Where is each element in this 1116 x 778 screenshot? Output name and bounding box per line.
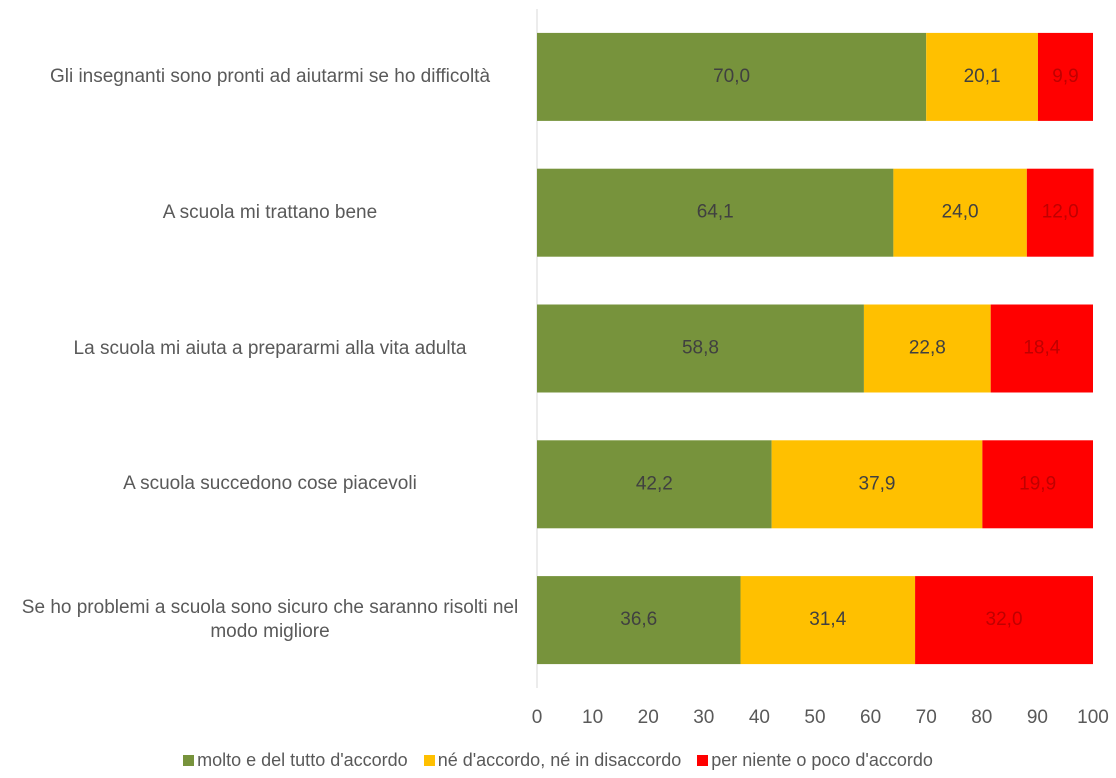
x-tick-label: 0: [532, 707, 543, 728]
category-label: Se ho problemi a scuola sono sicuro che …: [21, 597, 519, 643]
bar-segment: [1026, 168, 1094, 257]
bar-segment: [537, 168, 894, 257]
data-label: 64,1: [697, 202, 734, 223]
category-label: La scuola mi aiuta a prepararmi alla vit…: [73, 337, 467, 359]
legend-label: né d'accordo, né in disaccordo: [437, 750, 682, 770]
bar-segment: [771, 440, 983, 529]
legend-item: per niente o poco d'accordo: [697, 750, 933, 771]
bar-segment: [982, 440, 1093, 529]
data-label: 22,8: [909, 338, 946, 359]
bar-segment: [740, 576, 916, 665]
legend-item: molto e del tutto d'accordo: [183, 750, 408, 771]
data-label: 9,9: [1052, 66, 1078, 87]
legend-swatch: [183, 755, 195, 766]
category-label: A scuola succedono cose piacevoli: [123, 473, 417, 495]
x-tick-label: 100: [1077, 707, 1109, 728]
bar-segment: [1037, 32, 1093, 121]
bar-segment: [537, 304, 864, 393]
legend: molto e del tutto d'accordo né d'accordo,…: [0, 750, 1116, 771]
data-label: 12,0: [1042, 202, 1079, 223]
x-tick-label: 80: [971, 707, 992, 728]
data-label: 20,1: [964, 66, 1001, 87]
x-tick-label: 10: [582, 707, 603, 728]
data-label: 70,0: [713, 66, 750, 87]
legend-item: né d'accordo, né in disaccordo: [423, 750, 682, 771]
bar-segment: [915, 576, 1093, 665]
x-tick-label: 60: [860, 707, 881, 728]
bar-segment: [537, 440, 772, 529]
data-label: 18,4: [1023, 338, 1060, 359]
data-label: 24,0: [942, 202, 979, 223]
data-label: 36,6: [620, 609, 657, 630]
legend-label: molto e del tutto d'accordo: [197, 750, 408, 770]
data-label: 37,9: [859, 473, 896, 494]
x-tick-label: 50: [804, 707, 825, 728]
bar-segment: [537, 576, 741, 665]
x-tick-label: 30: [693, 707, 714, 728]
x-tick-label: 20: [638, 707, 659, 728]
category-label: Gli insegnanti sono pronti ad aiutarmi s…: [49, 65, 491, 87]
bar-segment: [990, 304, 1093, 393]
data-label: 42,2: [636, 473, 673, 494]
x-tick-label: 70: [916, 707, 937, 728]
legend-swatch: [423, 755, 435, 766]
bar-segment: [863, 304, 991, 393]
bar-segment: [926, 32, 1038, 121]
data-label: 31,4: [809, 609, 846, 630]
legend-swatch: [697, 755, 709, 766]
x-tick-label: 40: [749, 707, 770, 728]
x-tick-label: 90: [1027, 707, 1048, 728]
bar-segment: [537, 32, 927, 121]
legend-label: per niente o poco d'accordo: [711, 750, 933, 770]
data-label: 32,0: [986, 609, 1023, 630]
category-label: A scuola mi trattano bene: [162, 201, 378, 223]
bar-segment: [893, 168, 1027, 257]
data-label: 19,9: [1019, 473, 1056, 494]
data-label: 58,8: [682, 338, 719, 359]
